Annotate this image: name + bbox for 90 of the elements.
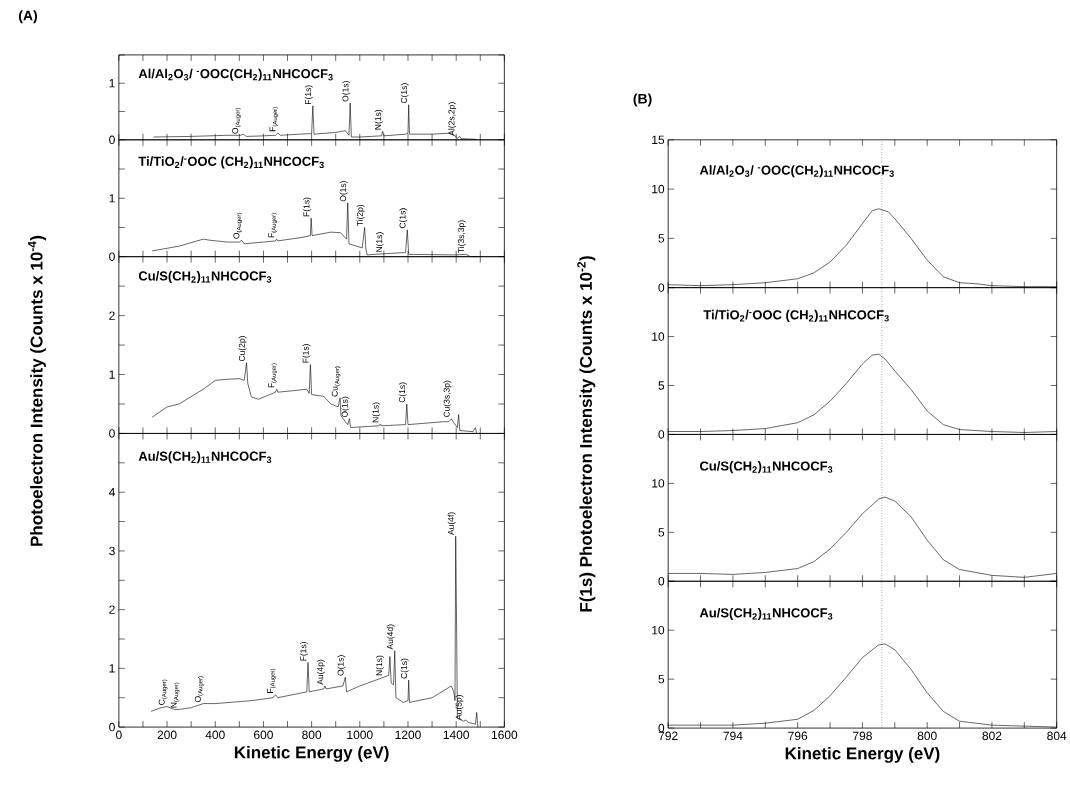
x-tick-label: 1400 [443,730,470,740]
annotation: Ti(2p) [356,204,365,227]
annotation: Au(4f) [447,512,456,536]
y-axis-title: Photoelectron Intensity (Counts x 10$^{-4}$) [27,235,46,546]
x-tick-label: 798 [853,731,872,741]
annotation: C(1s) [399,208,408,229]
y-tick-label: 0 [658,577,665,586]
annotation: N$_{(Auger)}$ [170,682,180,708]
annotation: Au(4p) [316,659,325,685]
y-tick-label: 10 [652,332,665,341]
text: Au/S(CH$_{2}$)$_{11}$NHCOCF$_{3}$ [699,607,833,620]
y-tick-label: 5 [658,381,665,390]
annotation: O(1s) [337,655,346,676]
annotation: N(1s) [375,655,384,676]
x-tick-label: 800 [917,731,937,741]
y-tick-label: 0 [658,283,665,292]
x-tick-label: 804 [1047,731,1067,741]
x-tick-label: 1000 [347,730,373,740]
annotation: N(1s) [372,402,381,423]
annotation: F$_{(Auger)}$ [267,668,276,693]
x-tick-label: 1600 [491,730,518,740]
annotation: Au(5p) [455,695,464,720]
text: (B) [633,93,652,107]
y-tick-label: 3 [109,546,115,556]
annotation: F(1s) [302,344,311,363]
text: (A) [18,10,38,24]
annotation: O(1s) [341,396,350,418]
y-tick-label: 0 [109,135,115,145]
chart-title: Al/Al$_{2}$O$_{3}$/ $^{-}$OOC(CH$_{2}$)$_{11}$NHCOCF$_{3}$ [699,165,894,178]
y-tick-label: 2 [109,605,115,614]
annotation: F$_{(Auger)}$ [269,107,279,132]
y-tick-label: 4 [108,488,115,497]
annotation: O$_{(Auger)}$ [194,676,204,702]
annotation: C(1s) [400,658,409,679]
annotation: F$_{(Auger)}$ [268,363,277,388]
y-tick-label: 0 [109,429,115,438]
y-tick-label: 0 [658,723,665,733]
y-tick-label: 5 [658,234,665,243]
y-tick-label: 10 [652,625,665,635]
annotation: F(1s) [300,642,308,661]
y-tick-label: 5 [658,528,665,537]
y-tick-label: 2 [109,311,115,320]
x-tick-label: 800 [302,730,322,740]
annotation: Au(4d) [386,624,395,650]
text: Au/S(CH$_{2}$)$_{11}$NHCOCF$_{3}$ [138,451,272,464]
y-tick-label: 10 [652,479,665,488]
y-axis-title: F(1s) Photoelectron Intensity (Counts x 10$^{-2}$) [577,256,596,612]
annotation: O$_{(Auger)}$ [232,108,241,134]
annotation: F(1s) [304,85,313,104]
annotation: C(1s) [400,83,409,104]
y-tick-label: 1 [109,79,115,88]
x-tick-label: 600 [254,730,273,740]
annotation: O$_{(Auger)}$ [233,213,243,239]
annotation: O(1s) [339,181,348,202]
annotation: F(1s) [303,197,312,217]
x-tick-label: 792 [658,731,678,741]
x-axis-title: Kinetic Energy (eV) [785,746,940,763]
x-tick-label: 796 [788,731,808,741]
x-tick-label: 1200 [395,730,421,740]
y-tick-label: 5 [658,674,665,684]
x-tick-label: 0 [116,730,122,740]
annotation: C(1s) [398,382,407,403]
x-axis-title: Kinetic Energy (eV) [234,745,389,762]
annotation: Cu$_{(Auger)}$ [331,366,341,397]
x-tick-label: 400 [205,730,225,740]
annotation: N(1s) [374,109,383,130]
text: Cu/S(CH$_{2}$)$_{11}$NHCOCF$_{3}$ [138,271,272,284]
y-tick-label: 15 [652,135,665,144]
y-tick-label: 0 [109,722,115,732]
annotation: Cu(3s,3p) [443,380,452,418]
annotation: C$_{(Auger)}$ [158,679,168,705]
x-tick-label: 200 [157,730,177,740]
annotation: Cu(2p) [238,336,247,362]
y-tick-label: 0 [109,252,115,261]
annotation: N(1s) [375,232,384,252]
y-tick-label: 10 [652,184,665,194]
x-tick-label: 794 [723,731,743,741]
chart-title: Ti/TiO$_{2}$/$^{-}$OOC (CH$_{2}$)$_{11}$NHCOCF$_{3}$ [703,309,889,322]
chart-title: Ti/TiO$_{2}$/$^{-}$OOC (CH$_{2}$)$_{11}$NHCOCF$_{3}$ [138,156,324,169]
chart-title: Al/Al$_{2}$O$_{3}$/ $^{-}$OOC(CH$_{2}$)$_{11}$NHCOCF$_{3}$ [138,68,333,81]
y-tick-label: 1 [109,370,115,379]
annotation: Al(2s,2p) [448,102,457,136]
text: Cu/S(CH$_{2}$)$_{11}$NHCOCF$_{3}$ [699,461,833,474]
x-tick-label: 802 [982,731,1002,741]
y-tick-label: 1 [109,194,115,203]
annotation: F$_{(Auger)}$ [268,213,277,238]
annotation: Ti(3s,3p) [457,220,466,253]
y-tick-label: 1 [109,664,115,673]
annotation: O(1s) [342,81,351,102]
y-tick-label: 0 [658,430,665,439]
